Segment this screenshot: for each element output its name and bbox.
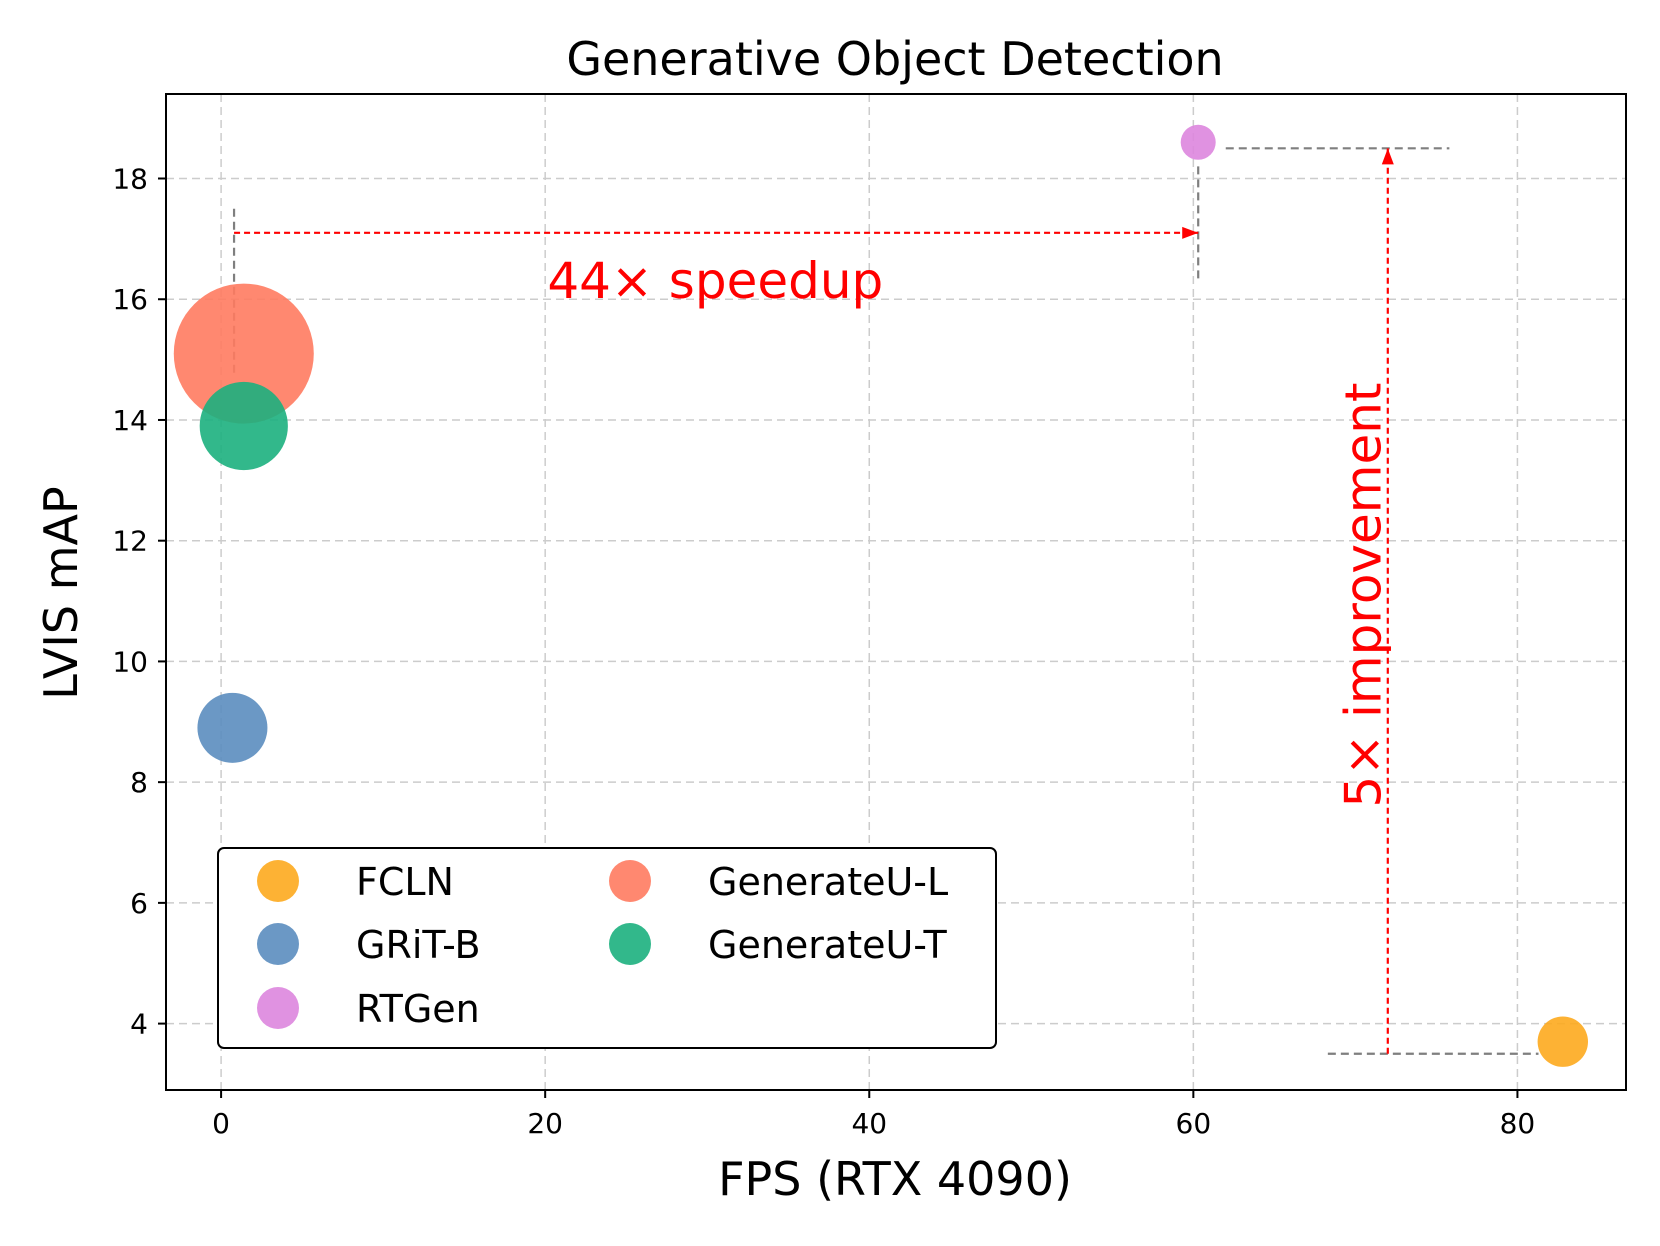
x-tick-label: 0	[212, 1107, 230, 1140]
scatter-points	[173, 124, 1589, 1067]
axis-ticks: 0 20 40 60 80 4 6 8 10 12 14 16 18	[112, 163, 1535, 1140]
y-tick-label: 8	[130, 766, 148, 799]
legend-marker-rtgen	[257, 987, 299, 1029]
chart-title: Generative Object Detection	[566, 32, 1223, 86]
legend-marker-generateu-l	[609, 860, 651, 902]
legend-label-fcln: FCLN	[356, 860, 454, 904]
point-rtgen	[1180, 124, 1216, 160]
y-tick-label: 12	[112, 525, 148, 558]
x-tick-label: 40	[851, 1107, 887, 1140]
legend-marker-grit-b	[257, 923, 299, 965]
plot-frame	[165, 93, 1627, 1091]
point-fcln	[1537, 1016, 1589, 1067]
y-axis-label: LVIS mAP	[34, 486, 88, 699]
y-tick-label: 10	[112, 645, 148, 678]
legend: FCLN GRiT-B RTGen GenerateU-L GenerateU-T	[217, 847, 997, 1049]
legend-label-grit-b: GRiT-B	[356, 923, 481, 967]
x-tick-label: 80	[1500, 1107, 1536, 1140]
point-generateu-l	[173, 283, 314, 424]
improvement-label: 5× improvement	[1334, 382, 1392, 807]
improvement-arrow-head	[1381, 148, 1394, 165]
point-generateu-t	[199, 381, 288, 471]
y-tick-label: 4	[130, 1008, 148, 1041]
legend-marker-fcln	[257, 860, 299, 902]
y-tick-label: 14	[112, 404, 148, 437]
x-tick-label: 20	[527, 1107, 563, 1140]
y-tick-label: 16	[112, 283, 148, 316]
annotations: 44× speedup 5× improvement	[234, 148, 1394, 1054]
legend-box	[217, 847, 997, 1049]
speedup-arrow-head	[1182, 226, 1199, 239]
x-tick-label: 60	[1176, 1107, 1212, 1140]
grid-lines	[166, 94, 1626, 1090]
speedup-label: 44× speedup	[547, 252, 883, 310]
y-tick-label: 18	[112, 163, 148, 196]
y-tick-label: 6	[130, 887, 148, 920]
legend-label-rtgen: RTGen	[356, 987, 480, 1031]
legend-label-generateu-l: GenerateU-L	[708, 860, 948, 904]
legend-marker-generateu-t	[609, 923, 651, 965]
legend-label-generateu-t: GenerateU-T	[708, 923, 948, 967]
x-axis-label: FPS (RTX 4090)	[718, 1152, 1072, 1206]
point-grit-b	[197, 692, 268, 763]
